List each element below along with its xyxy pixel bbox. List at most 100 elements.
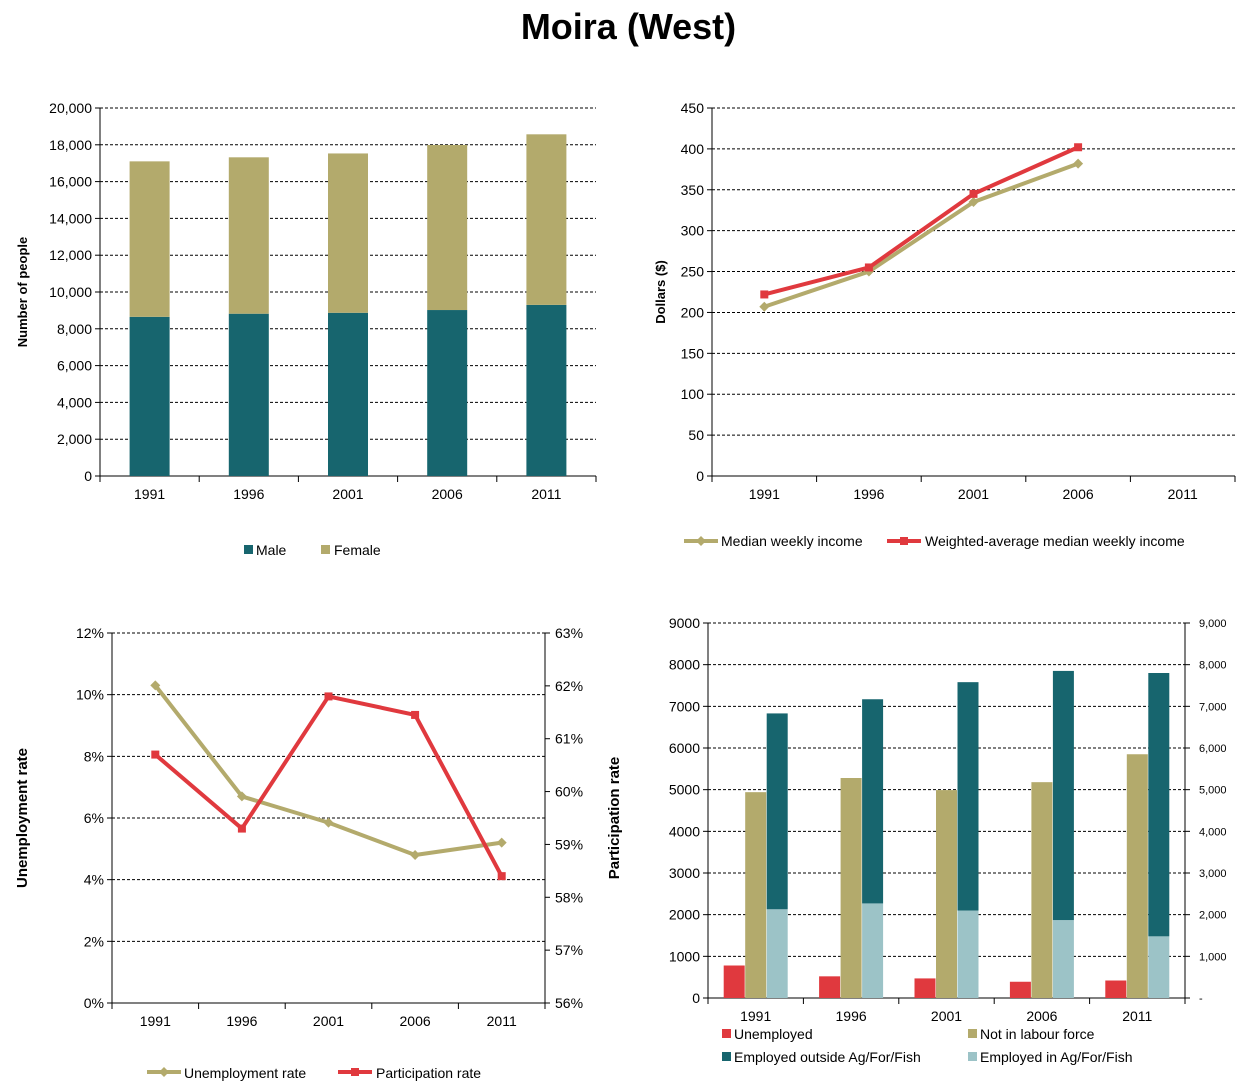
rates-ytick-label: 6% [84,810,104,826]
rates-y2tick-label: 62% [555,678,583,694]
labour-xtick-label: 2006 [1026,1008,1057,1024]
labour-ytick-label: 7000 [669,698,700,714]
employed-ag-bar [957,910,979,998]
unemployment-rate-point [236,791,247,802]
legend-median-marker [696,536,706,546]
rates-ytick-label: 2% [84,933,104,949]
legend-female-swatch [321,545,330,554]
labour-xtick-label: 2011 [1122,1008,1152,1024]
legend-weighted-marker [900,537,908,545]
labour-ytick-label: 5000 [669,782,700,798]
pop-xtick-label: 1991 [134,486,165,502]
participation-rate-point [151,750,160,759]
pop-ytick-label: 14,000 [49,210,92,226]
legend-unemployed-label: Unemployed [734,1026,813,1042]
page-title: Moira (West) [520,6,737,47]
employed-ag-bar [1052,920,1074,998]
rates-y2tick-label: 59% [555,836,583,852]
labour-ytick-label: 3000 [669,865,700,881]
labour-ytick-label: 6000 [669,740,700,756]
pop-ytick-label: 0 [84,468,92,484]
rates-xtick-label: 2011 [487,1013,517,1029]
pop-ytick-label: 20,000 [49,100,92,116]
employed-outside-bar [862,699,884,904]
labour-y2tick-label: 9,000 [1199,618,1227,630]
pop-ylabel: Number of people [15,237,30,348]
unemployed-bar [819,976,841,998]
participation-rate-point [411,710,420,719]
rates-y2tick-label: 57% [555,942,583,958]
labour-y2tick-label: 2,000 [1199,910,1227,922]
legend-weighted-label: Weighted-average median weekly income [925,533,1185,549]
labour-ytick-label: 8000 [669,657,700,673]
rates-xtick-label: 1996 [226,1013,257,1029]
median-income-point [1073,158,1084,169]
legend-unemployment-label: Unemployment rate [184,1065,306,1081]
rates-y2tick-label: 61% [555,731,583,747]
pop-ytick-label: 12,000 [49,247,92,263]
labour-ytick-label: 0 [692,990,700,1006]
rates-y2tick-label: 60% [555,784,583,800]
labour-y2tick-label: 5,000 [1199,785,1227,797]
weighted-income-point [864,263,873,272]
rates-ytick-label: 12% [76,625,104,641]
unemployment-rate-point [496,837,507,848]
weighted-income-line [763,145,1079,297]
pop-xtick-label: 2006 [432,486,463,502]
not-in-labour-force-bar [936,790,957,998]
legend-participation-marker [351,1068,359,1076]
labour-xtick-label: 1996 [836,1008,867,1024]
pop-ytick-label: 16,000 [49,174,92,190]
labour-ytick-label: 9000 [669,615,700,631]
male-bar [328,312,368,476]
legend-median-label: Median weekly income [721,533,863,549]
male-bar [427,310,468,476]
pop-ytick-label: 4,000 [57,394,92,410]
unemployed-bar [1009,981,1031,998]
female-bar [129,161,170,317]
weighted-income-point [969,189,978,198]
unemployment-rate-line [153,684,502,857]
pop-xtick-label: 2011 [531,486,561,502]
rates-y2tick-label: 63% [555,625,583,641]
rates-xtick-label: 2006 [400,1013,431,1029]
rates-xtick-label: 1991 [140,1013,171,1029]
income-xtick-label: 1991 [749,486,780,502]
female-bar [328,153,368,313]
rates-y2label: Participation rate [606,757,623,880]
income-xtick-label: 1996 [853,486,884,502]
labour-y2tick-label: 7,000 [1199,701,1227,713]
income-xtick-label: 2011 [1168,486,1198,502]
rates-y2tick-label: 56% [555,995,583,1011]
not-in-labour-force-bar [745,792,767,998]
income-ytick-label: 300 [681,223,705,239]
employed-outside-bar [766,713,788,910]
not-in-labour-force-bar [1031,782,1053,998]
median-income-line [763,161,1079,309]
female-bar [526,134,567,305]
unemployed-bar [723,965,745,998]
rates-y2tick-label: 58% [555,889,583,905]
male-bar [228,313,269,476]
weighted-income-point [760,290,769,299]
legend-not-in-labour-force-swatch [968,1029,977,1038]
labour-y2tick-label: - [1199,993,1203,1005]
legend-female-label: Female [334,542,381,558]
income-ytick-label: 100 [681,386,705,402]
median-income-point [759,301,770,312]
pop-xtick-label: 2001 [332,486,363,502]
income-ylabel: Dollars ($) [653,260,668,324]
participation-rate-point [237,824,246,833]
legend-unemployment-marker [159,1067,169,1077]
employed-outside-bar [1052,670,1074,921]
unemployed-bar [1105,980,1127,998]
male-bar [526,304,567,476]
labour-ytick-label: 2000 [669,907,700,923]
labour-ytick-label: 4000 [669,823,700,839]
not-in-labour-force-bar [1126,754,1148,998]
pop-ytick-label: 8,000 [57,321,92,337]
employed-ag-bar [862,903,884,998]
pop-xtick-label: 1996 [233,486,264,502]
legend-employed-outside-swatch [722,1052,731,1061]
